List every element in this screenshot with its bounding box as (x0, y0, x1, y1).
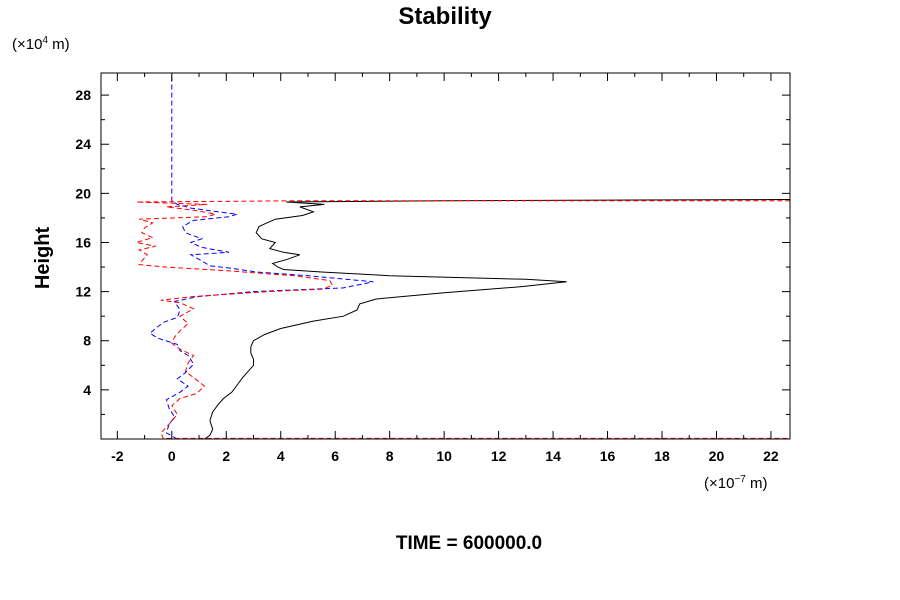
x-tick-label: 2 (222, 448, 230, 464)
x-tick-label: 12 (491, 448, 507, 464)
x-tick-label: 0 (168, 448, 176, 464)
x-unit-label: (×10−7 m) (704, 474, 768, 492)
x-tick-label: 20 (709, 448, 725, 464)
time-label: TIME = 600000.0 (396, 533, 542, 554)
x-tick-label: 6 (331, 448, 339, 464)
y-axis-label: Height (32, 227, 54, 290)
series-line-2 (149, 73, 374, 440)
chart-title: Stability (398, 3, 492, 30)
series-layer (136, 73, 791, 440)
x-tick-label: 10 (436, 448, 452, 464)
x-tick-label: 8 (386, 448, 394, 464)
series-line-3 (136, 200, 790, 440)
x-tick-label: 16 (600, 448, 616, 464)
x-tick-label: 18 (654, 448, 670, 464)
y-tick-label: 16 (75, 234, 91, 250)
y-unit-label: (×104 m) (12, 35, 70, 53)
x-tick-label: 22 (763, 448, 779, 464)
x-tick-label: 4 (277, 448, 285, 464)
y-tick-label: 12 (75, 284, 91, 300)
plot-frame (100, 72, 791, 440)
y-tick-label: 24 (75, 136, 91, 152)
series-line-1 (204, 199, 791, 440)
y-tick-label: 8 (83, 333, 91, 349)
x-tick-label: 14 (545, 448, 561, 464)
y-tick-label: 28 (75, 87, 91, 103)
x-tick-label: -2 (111, 448, 124, 464)
y-tick-label: 4 (83, 382, 91, 398)
y-axis: 4 8 12 16 20 24 28 (75, 87, 790, 415)
y-tick-label: 20 (75, 185, 91, 201)
x-axis: -2 0 2 4 6 8 10 12 14 16 18 20 22 (111, 73, 779, 464)
